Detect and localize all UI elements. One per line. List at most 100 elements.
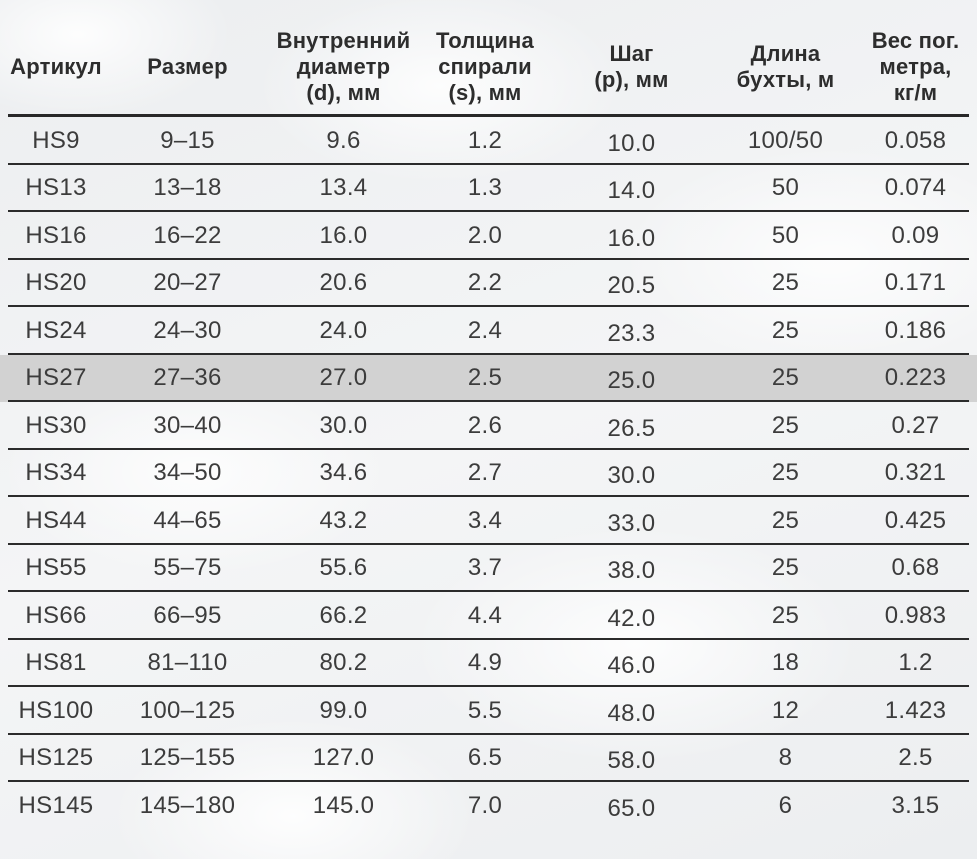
cell-article: HS125 bbox=[18, 744, 94, 772]
cell-coil-length: 18 bbox=[771, 649, 800, 677]
cell-coil-length: 100/50 bbox=[747, 126, 824, 154]
cell-coil-length: 8 bbox=[778, 744, 793, 772]
cell-weight-per-meter: 0.171 bbox=[884, 269, 947, 297]
cell-article: HS100 bbox=[18, 696, 94, 724]
cell-coil-length: 50 bbox=[771, 174, 800, 202]
cell-inner-diameter: 24.0 bbox=[319, 316, 368, 344]
cell-article: HS44 bbox=[25, 506, 87, 534]
cell-article: HS55 bbox=[25, 554, 87, 582]
cell-inner-diameter: 9.6 bbox=[326, 126, 361, 154]
cell-article: HS27 bbox=[25, 364, 87, 392]
cell-spiral-thickness: 2.6 bbox=[467, 411, 503, 439]
cell-spiral-thickness: 2.5 bbox=[467, 364, 503, 392]
cell-coil-length: 25 bbox=[771, 554, 800, 582]
cell-weight-per-meter: 0.983 bbox=[884, 601, 947, 629]
cell-article: HS34 bbox=[25, 459, 87, 487]
cell-weight-per-meter: 0.68 bbox=[891, 554, 940, 582]
cell-weight-per-meter: 0.223 bbox=[884, 364, 947, 392]
cell-spiral-thickness: 3.4 bbox=[467, 506, 503, 534]
column-header-spiral-thickness: Толщина спирали (s), мм bbox=[436, 27, 534, 105]
cell-pitch: 65.0 bbox=[607, 794, 656, 822]
cell-inner-diameter: 30.0 bbox=[319, 411, 368, 439]
cell-coil-length: 25 bbox=[771, 269, 800, 297]
cell-coil-length: 25 bbox=[771, 459, 800, 487]
cell-article: HS66 bbox=[25, 601, 87, 629]
cell-pitch: 14.0 bbox=[607, 177, 656, 205]
cell-size: 24–30 bbox=[153, 316, 222, 344]
table-row: HS24 24–30 24.0 2.4 23.3 25 0.186 bbox=[0, 307, 977, 355]
cell-size: 145–180 bbox=[139, 791, 236, 819]
cell-inner-diameter: 20.6 bbox=[319, 269, 368, 297]
cell-spiral-thickness: 3.7 bbox=[467, 554, 503, 582]
cell-inner-diameter: 145.0 bbox=[312, 791, 375, 819]
cell-spiral-thickness: 2.2 bbox=[467, 269, 503, 297]
cell-pitch: 23.3 bbox=[607, 319, 656, 347]
cell-spiral-thickness: 4.4 bbox=[467, 601, 503, 629]
cell-article: HS16 bbox=[25, 221, 87, 249]
cell-size: 44–65 bbox=[153, 506, 222, 534]
cell-size: 55–75 bbox=[153, 554, 222, 582]
cell-pitch: 25.0 bbox=[607, 367, 656, 395]
cell-article: HS81 bbox=[25, 649, 87, 677]
cell-weight-per-meter: 0.186 bbox=[884, 316, 947, 344]
cell-inner-diameter: 99.0 bbox=[319, 696, 368, 724]
cell-spiral-thickness: 2.0 bbox=[467, 221, 503, 249]
cell-size: 13–18 bbox=[153, 174, 222, 202]
cell-coil-length: 12 bbox=[771, 696, 800, 724]
cell-spiral-thickness: 6.5 bbox=[467, 744, 503, 772]
cell-inner-diameter: 16.0 bbox=[319, 221, 368, 249]
cell-pitch: 58.0 bbox=[607, 747, 656, 775]
table-row: HS125 125–155 127.0 6.5 58.0 8 2.5 bbox=[0, 735, 977, 783]
cell-pitch: 48.0 bbox=[607, 699, 656, 727]
table-row: HS55 55–75 55.6 3.7 38.0 25 0.68 bbox=[0, 545, 977, 593]
cell-article: HS9 bbox=[32, 126, 80, 154]
spec-table: Артикул Размер Внутренний диаметр (d), мм Т… bbox=[0, 27, 977, 830]
cell-pitch: 33.0 bbox=[607, 509, 656, 537]
cell-coil-length: 25 bbox=[771, 601, 800, 629]
cell-weight-per-meter: 2.5 bbox=[898, 744, 933, 772]
cell-pitch: 16.0 bbox=[607, 224, 656, 252]
cell-size: 81–110 bbox=[147, 649, 228, 677]
column-header-coil-length: Длина бухты, м bbox=[736, 40, 835, 92]
cell-size: 9–15 bbox=[160, 126, 215, 154]
cell-size: 27–36 bbox=[153, 364, 222, 392]
cell-spiral-thickness: 1.3 bbox=[467, 174, 503, 202]
table-row: HS145 145–180 145.0 7.0 65.0 6 3.15 bbox=[0, 782, 977, 830]
table-row: HS100 100–125 99.0 5.5 48.0 12 1.423 bbox=[0, 687, 977, 735]
cell-inner-diameter: 55.6 bbox=[319, 554, 368, 582]
cell-article: HS24 bbox=[25, 316, 87, 344]
cell-inner-diameter: 80.2 bbox=[319, 649, 368, 677]
cell-coil-length: 25 bbox=[771, 506, 800, 534]
cell-pitch: 26.5 bbox=[607, 414, 656, 442]
column-header-weight-per-meter: Вес пог. метра, кг/м bbox=[871, 27, 960, 105]
table-row: HS66 66–95 66.2 4.4 42.0 25 0.983 bbox=[0, 592, 977, 640]
cell-pitch: 20.5 bbox=[607, 272, 656, 300]
cell-weight-per-meter: 0.27 bbox=[891, 411, 940, 439]
cell-spiral-thickness: 1.2 bbox=[467, 126, 503, 154]
cell-inner-diameter: 34.6 bbox=[319, 459, 368, 487]
cell-weight-per-meter: 1.2 bbox=[898, 649, 933, 677]
cell-inner-diameter: 127.0 bbox=[312, 744, 375, 772]
cell-weight-per-meter: 0.058 bbox=[884, 126, 947, 154]
cell-size: 66–95 bbox=[153, 601, 222, 629]
cell-size: 16–22 bbox=[153, 221, 222, 249]
cell-pitch: 10.0 bbox=[607, 129, 656, 157]
table-row: HS44 44–65 43.2 3.4 33.0 25 0.425 bbox=[0, 497, 977, 545]
column-header-size: Размер bbox=[147, 53, 228, 79]
cell-weight-per-meter: 0.09 bbox=[891, 221, 940, 249]
cell-size: 34–50 bbox=[153, 459, 222, 487]
cell-pitch: 46.0 bbox=[607, 652, 656, 680]
cell-spiral-thickness: 7.0 bbox=[467, 791, 503, 819]
cell-article: HS20 bbox=[25, 269, 87, 297]
cell-size: 20–27 bbox=[153, 269, 222, 297]
column-header-inner-diameter: Внутренний диаметр (d), мм bbox=[276, 27, 411, 105]
cell-inner-diameter: 27.0 bbox=[319, 364, 368, 392]
cell-inner-diameter: 43.2 bbox=[319, 506, 368, 534]
cell-article: HS13 bbox=[25, 174, 87, 202]
table-row: HS16 16–22 16.0 2.0 16.0 50 0.09 bbox=[0, 212, 977, 260]
cell-spiral-thickness: 5.5 bbox=[467, 696, 503, 724]
table-row: HS81 81–110 80.2 4.9 46.0 18 1.2 bbox=[0, 640, 977, 688]
cell-size: 30–40 bbox=[153, 411, 222, 439]
column-header-article: Артикул bbox=[10, 53, 102, 79]
cell-coil-length: 50 bbox=[771, 221, 800, 249]
